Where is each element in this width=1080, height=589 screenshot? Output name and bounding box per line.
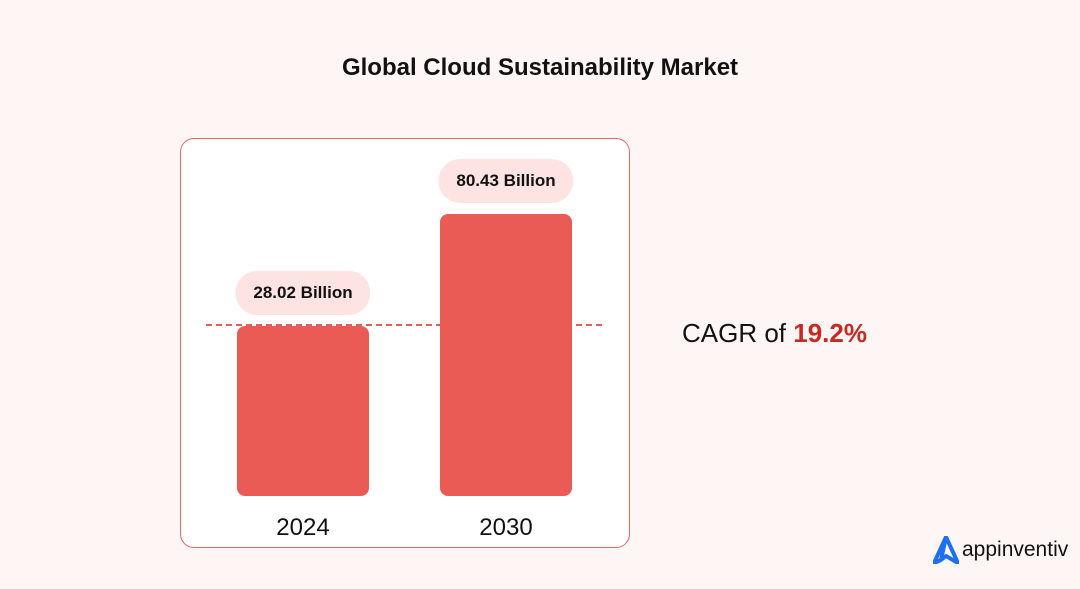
cagr-annotation: CAGR of 19.2% [682, 318, 867, 349]
bar-2030 [440, 214, 572, 496]
brand-logo: appinventiv [933, 536, 1068, 564]
reference-line [206, 324, 602, 326]
cagr-prefix: CAGR of [682, 318, 794, 348]
data-label: 28.02 Billion [235, 271, 371, 316]
brand-name: appinventiv [962, 538, 1069, 561]
x-tick-label: 2030 [479, 514, 533, 541]
x-tick-label: 2024 [276, 514, 330, 541]
chart-title: Global Cloud Sustainability Market [341, 54, 739, 81]
cagr-value: 19.2% [793, 318, 867, 348]
data-label: 80.43 Billion [438, 159, 574, 204]
appinventiv-logo-icon [933, 536, 959, 564]
bar-2024 [237, 326, 369, 496]
